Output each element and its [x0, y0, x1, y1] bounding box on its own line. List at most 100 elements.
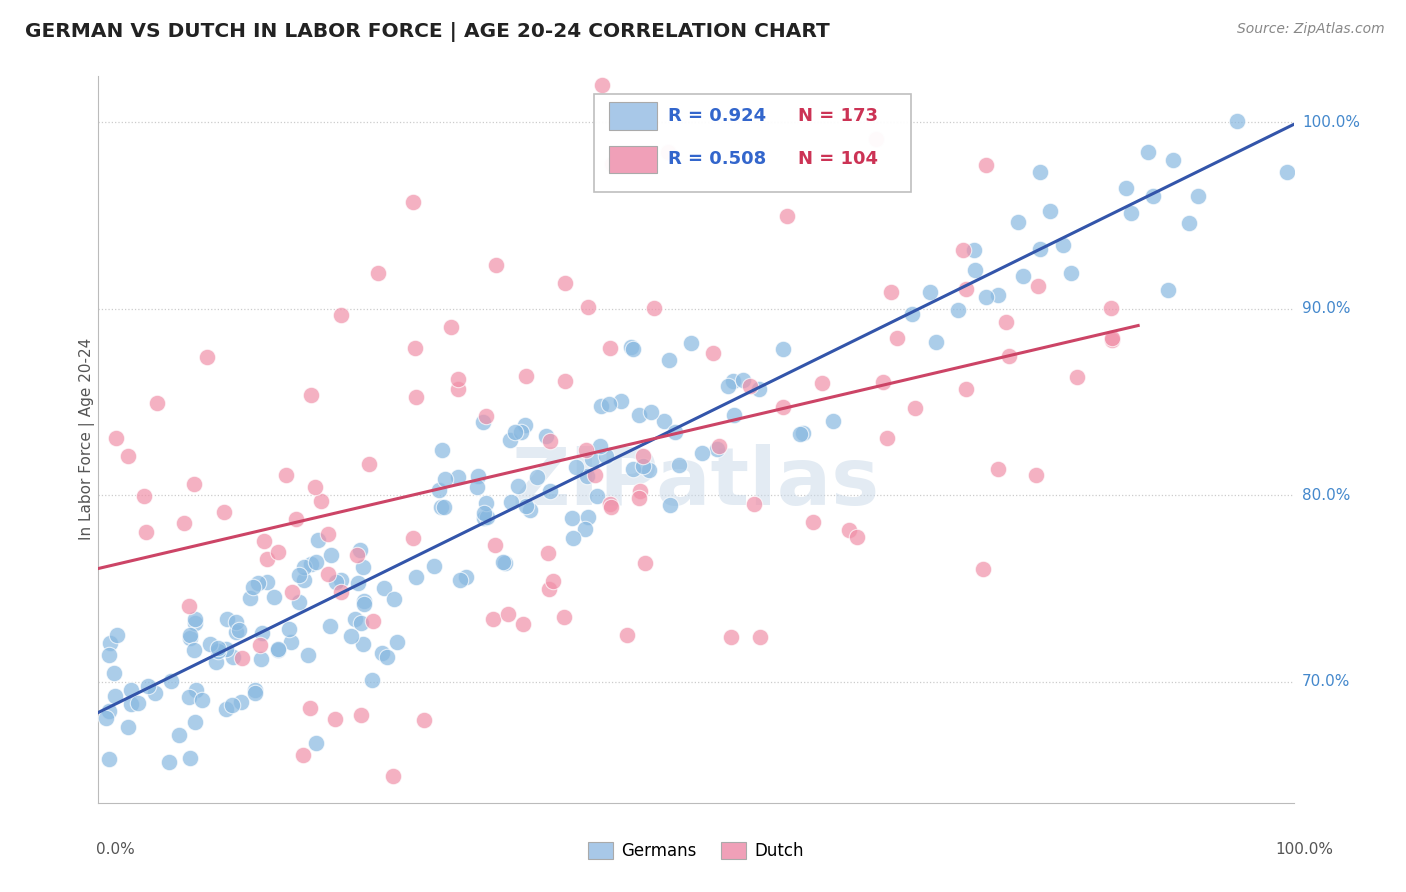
Point [292, 560, 315, 574]
Point [447, 372, 470, 386]
Point [430, 442, 453, 457]
Point [184, 612, 207, 626]
Point [621, 462, 644, 476]
Text: 80.0%: 80.0% [1302, 488, 1350, 503]
Point [512, 616, 534, 631]
Point [357, 457, 380, 471]
Point [994, 315, 1017, 329]
Point [352, 560, 374, 574]
Point [554, 276, 576, 290]
Point [256, 574, 278, 589]
Point [447, 382, 470, 396]
Point [742, 497, 765, 511]
Point [427, 483, 450, 497]
Text: R = 0.924: R = 0.924 [668, 107, 766, 125]
Point [505, 425, 527, 439]
Point [1226, 114, 1249, 128]
Point [305, 555, 328, 569]
Point [638, 463, 661, 477]
Point [225, 615, 247, 630]
Point [215, 701, 238, 715]
Point [242, 581, 264, 595]
Point [619, 340, 641, 354]
Point [1029, 164, 1052, 178]
Point [212, 505, 235, 519]
Point [446, 470, 468, 484]
Point [318, 566, 340, 581]
Point [952, 244, 974, 258]
Point [664, 425, 686, 439]
Point [179, 690, 201, 704]
Point [159, 673, 181, 688]
Point [731, 374, 754, 388]
Point [404, 341, 426, 355]
Point [599, 497, 621, 511]
Point [515, 368, 537, 383]
Point [205, 655, 228, 669]
Point [865, 132, 887, 146]
Point [299, 388, 322, 402]
Point [475, 509, 498, 524]
Point [222, 650, 245, 665]
Point [449, 573, 471, 587]
Point [974, 158, 997, 172]
Point [215, 642, 238, 657]
Point [177, 599, 200, 614]
Point [1011, 268, 1033, 283]
Point [1066, 370, 1088, 384]
Point [789, 426, 811, 441]
Point [375, 650, 398, 665]
Point [367, 266, 389, 280]
Point [633, 459, 655, 474]
Point [599, 341, 621, 355]
Point [955, 382, 977, 396]
Point [382, 768, 405, 782]
Point [98, 752, 121, 766]
Point [433, 472, 456, 486]
Point [600, 157, 623, 171]
Point [353, 593, 375, 607]
Point [215, 612, 238, 626]
Point [838, 523, 860, 537]
Point [509, 425, 531, 440]
Point [287, 568, 309, 582]
Point [467, 469, 489, 483]
Point [721, 374, 744, 388]
Point [304, 736, 326, 750]
Text: GERMAN VS DUTCH IN LABOR FORCE | AGE 20-24 CORRELATION CHART: GERMAN VS DUTCH IN LABOR FORCE | AGE 20-… [25, 22, 830, 42]
Point [690, 446, 713, 460]
Point [668, 458, 690, 472]
Point [987, 288, 1010, 302]
Point [465, 480, 488, 494]
Point [925, 334, 948, 349]
Point [430, 500, 453, 515]
Point [146, 396, 169, 410]
Point [267, 643, 290, 657]
Point [720, 630, 742, 644]
Point [595, 449, 617, 463]
Point [706, 442, 728, 456]
Point [1052, 238, 1074, 252]
Point [103, 665, 125, 680]
Text: ZIPatlas: ZIPatlas [512, 444, 880, 522]
Point [231, 651, 253, 665]
Point [243, 683, 266, 698]
Point [1101, 331, 1123, 345]
Point [1026, 278, 1049, 293]
Point [526, 470, 548, 484]
Point [253, 534, 276, 549]
Text: 100.0%: 100.0% [1302, 115, 1360, 130]
Point [576, 468, 599, 483]
Point [183, 476, 205, 491]
Point [598, 397, 620, 411]
Point [256, 552, 278, 566]
Point [1157, 283, 1180, 297]
Point [263, 591, 285, 605]
Text: Source: ZipAtlas.com: Source: ZipAtlas.com [1237, 22, 1385, 37]
Point [576, 301, 599, 315]
Point [291, 748, 314, 763]
Point [538, 582, 561, 596]
Point [652, 414, 675, 428]
Point [402, 531, 425, 545]
Point [538, 434, 561, 449]
